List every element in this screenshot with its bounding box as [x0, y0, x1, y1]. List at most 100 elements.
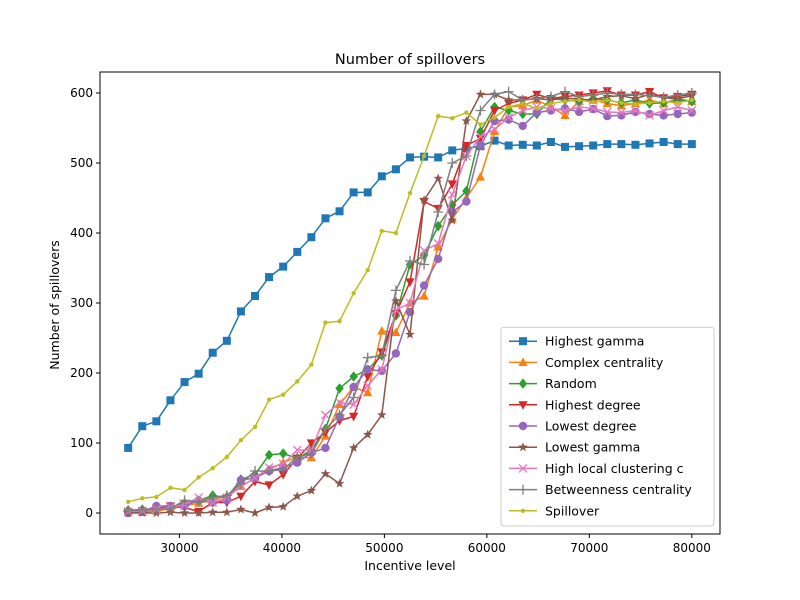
data-point — [602, 88, 613, 98]
data-point — [377, 172, 386, 181]
data-point — [560, 106, 570, 115]
data-point — [337, 319, 342, 324]
data-point — [447, 180, 457, 189]
data-point — [335, 383, 344, 394]
data-point — [616, 108, 626, 118]
data-point — [687, 106, 697, 115]
x-tick-label: 70000 — [570, 541, 608, 555]
legend-label: Highest degree — [545, 397, 641, 412]
legend-item: Lowest degree — [509, 419, 637, 434]
data-point — [461, 141, 471, 151]
data-point — [351, 291, 356, 296]
data-point — [250, 508, 260, 518]
data-point — [278, 501, 288, 511]
legend-label: Random — [545, 376, 597, 391]
legend-marker — [518, 463, 528, 473]
legend-item: Lowest gamma — [509, 440, 640, 455]
data-point — [278, 470, 288, 480]
data-point — [250, 473, 260, 483]
data-point — [363, 372, 373, 382]
data-point — [280, 392, 286, 397]
data-point — [180, 378, 189, 387]
data-point — [377, 410, 387, 420]
data-point — [433, 220, 443, 232]
data-point — [207, 492, 218, 503]
data-point — [560, 86, 570, 97]
data-point — [419, 259, 430, 270]
data-point — [349, 412, 359, 422]
data-point — [475, 131, 485, 141]
data-point — [391, 349, 401, 358]
data-point — [309, 362, 314, 367]
data-point — [168, 485, 173, 490]
data-point — [686, 88, 697, 98]
legend-item: Highest degree — [509, 397, 641, 412]
data-point — [365, 267, 370, 273]
data-point — [363, 381, 373, 391]
data-point — [518, 108, 527, 120]
data-point — [407, 190, 413, 196]
data-point — [196, 475, 201, 480]
data-point — [391, 295, 401, 305]
legend-label: Highest gamma — [545, 334, 644, 349]
data-point — [462, 197, 471, 206]
data-point — [377, 326, 387, 335]
data-point — [532, 108, 542, 117]
data-point — [504, 115, 513, 124]
data-point — [251, 292, 259, 300]
data-point — [631, 140, 640, 149]
data-point — [489, 126, 500, 136]
data-point — [518, 106, 528, 115]
data-point — [321, 443, 330, 453]
data-point — [435, 113, 441, 119]
data-point — [450, 116, 455, 121]
data-point — [673, 140, 682, 149]
data-point — [419, 291, 429, 300]
legend-item: Random — [509, 376, 597, 391]
chart-title: Number of spillovers — [335, 52, 485, 68]
data-point — [560, 110, 570, 119]
data-point — [433, 173, 443, 183]
data-point — [603, 111, 612, 121]
legend-marker — [518, 484, 528, 495]
data-point — [293, 458, 302, 467]
data-point — [138, 422, 147, 431]
legend-item: Betweenness centrality — [509, 482, 692, 497]
data-point — [419, 281, 429, 290]
data-point — [279, 262, 288, 271]
x-tick-label: 50000 — [365, 541, 403, 555]
data-point — [222, 336, 231, 345]
legend-marker — [519, 337, 527, 346]
data-point — [672, 90, 683, 101]
data-point — [546, 103, 556, 113]
data-point — [140, 496, 145, 501]
data-point — [645, 110, 655, 120]
data-point — [603, 140, 612, 149]
data-point — [630, 89, 641, 100]
data-point — [306, 439, 316, 448]
data-point — [193, 496, 204, 507]
data-point — [363, 188, 372, 197]
data-point — [165, 503, 176, 514]
data-point — [531, 93, 542, 104]
data-point — [393, 230, 399, 236]
legend-item: Complex centrality — [509, 355, 664, 370]
data-point — [532, 141, 541, 150]
data-point — [154, 494, 159, 500]
data-point — [377, 365, 387, 374]
legend-marker — [518, 378, 528, 389]
data-point — [166, 396, 175, 405]
data-point — [588, 103, 598, 113]
data-point — [405, 256, 415, 266]
data-point — [478, 122, 483, 127]
data-point — [659, 106, 669, 115]
data-point — [152, 417, 161, 426]
data-point — [503, 95, 514, 105]
data-point — [151, 504, 162, 515]
data-point — [222, 507, 232, 517]
data-point — [278, 448, 288, 459]
data-point — [506, 104, 511, 110]
data-point — [182, 487, 187, 493]
legend-label: Lowest gamma — [545, 440, 640, 455]
